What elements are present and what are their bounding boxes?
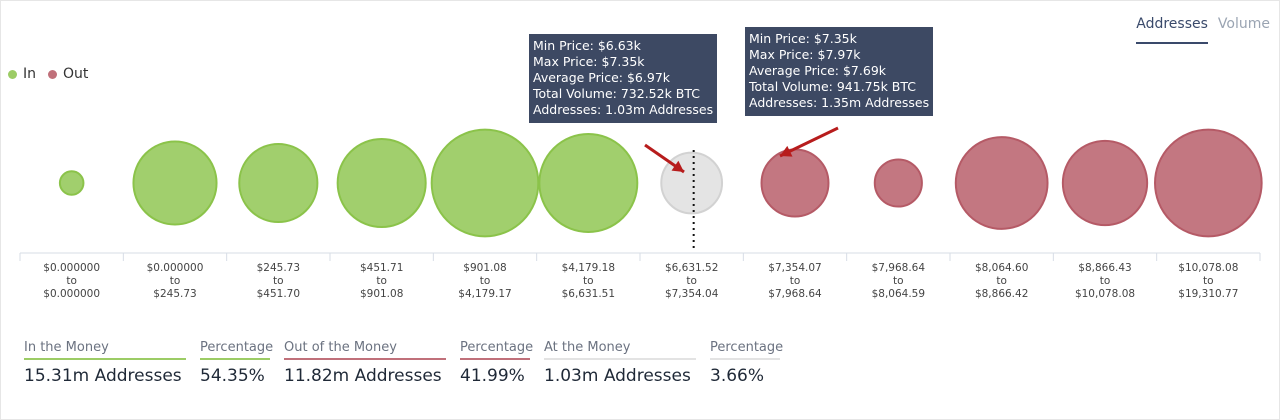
x-tick-label: $10,078.08 bbox=[1075, 288, 1135, 300]
summary-head: Out of the Money bbox=[284, 340, 446, 360]
summary-head: Percentage bbox=[200, 340, 273, 360]
x-tick-label: $901.08 bbox=[463, 262, 506, 274]
summary-head: In the Money bbox=[24, 340, 186, 360]
bubble-out[interactable] bbox=[1061, 139, 1149, 227]
annotation-arrow-head bbox=[780, 145, 793, 157]
x-tick-label: $451.70 bbox=[257, 288, 300, 300]
bubble-in[interactable] bbox=[238, 142, 319, 224]
x-tick-label: $6,631.51 bbox=[562, 288, 615, 300]
tab-addresses[interactable]: Addresses bbox=[1136, 16, 1208, 44]
tooltip-line: Min Price: $7.35k bbox=[749, 31, 857, 46]
x-tick-label: to bbox=[66, 275, 77, 287]
summary-table: In the Money 15.31m Addresses Percentage… bbox=[24, 340, 794, 386]
x-tick-label: to bbox=[480, 275, 491, 287]
x-tick-label: $8,064.60 bbox=[975, 262, 1028, 274]
summary-out-percentage: Percentage 41.99% bbox=[460, 340, 533, 386]
summary-at-percentage: Percentage 3.66% bbox=[710, 340, 783, 386]
tooltip-line: Min Price: $6.63k bbox=[533, 38, 641, 53]
tooltip-line: Max Price: $7.97k bbox=[749, 47, 861, 62]
summary-value: 3.66% bbox=[710, 366, 765, 386]
summary-value: 1.03m Addresses bbox=[544, 366, 691, 386]
bubble-tooltip: Min Price: $7.35k Max Price: $7.97k Averag… bbox=[745, 27, 934, 116]
legend-item-out[interactable]: Out bbox=[48, 66, 88, 82]
summary-value: 11.82m Addresses bbox=[284, 366, 442, 386]
x-tick-label: to bbox=[273, 275, 284, 287]
annotation-arrow-head bbox=[671, 160, 684, 172]
x-tick-label: $901.08 bbox=[360, 288, 403, 300]
x-tick-label: to bbox=[686, 275, 697, 287]
x-tick-label: $0.000000 bbox=[43, 262, 100, 274]
bubble-out[interactable] bbox=[760, 148, 830, 218]
tooltip-line: Total Volume: 941.75k BTC bbox=[749, 79, 916, 94]
x-tick-label: $8,866.42 bbox=[975, 288, 1028, 300]
x-tick-label: $245.73 bbox=[257, 262, 300, 274]
summary-at-money: At the Money 1.03m Addresses bbox=[544, 340, 696, 386]
summary-head: Percentage bbox=[710, 340, 783, 360]
x-tick-label: $4,179.18 bbox=[562, 262, 615, 274]
summary-head: At the Money bbox=[544, 340, 696, 360]
x-tick-label: to bbox=[996, 275, 1007, 287]
metric-tabs: Addresses Volume bbox=[1136, 16, 1270, 44]
summary-value: 41.99% bbox=[460, 366, 525, 386]
legend-in-dot bbox=[8, 69, 17, 79]
bubble-in[interactable] bbox=[336, 137, 427, 229]
chart-legend: In Out bbox=[8, 66, 88, 82]
x-tick-label: $245.73 bbox=[153, 288, 196, 300]
x-tick-label: $6,631.52 bbox=[665, 262, 718, 274]
summary-in-money: In the Money 15.31m Addresses bbox=[24, 340, 186, 386]
x-tick-label: to bbox=[1100, 275, 1111, 287]
x-tick-label: to bbox=[170, 275, 181, 287]
summary-value: 54.35% bbox=[200, 366, 265, 386]
x-tick-label: $8,866.43 bbox=[1078, 262, 1131, 274]
summary-head: Percentage bbox=[460, 340, 533, 360]
tooltip-line: Average Price: $7.69k bbox=[749, 63, 887, 78]
x-tick-label: $451.71 bbox=[360, 262, 403, 274]
x-tick-label: $19,310.77 bbox=[1178, 288, 1238, 300]
bubble-in[interactable] bbox=[132, 140, 218, 226]
bubble-in[interactable] bbox=[58, 170, 85, 196]
x-tick-label: $7,354.04 bbox=[665, 288, 719, 300]
summary-in-percentage: Percentage 54.35% bbox=[200, 340, 273, 386]
bubble-in[interactable] bbox=[430, 128, 540, 238]
x-tick-label: to bbox=[376, 275, 387, 287]
summary-out-money: Out of the Money 11.82m Addresses bbox=[284, 340, 446, 386]
bubble-in[interactable] bbox=[538, 133, 639, 233]
tab-volume[interactable]: Volume bbox=[1217, 16, 1270, 32]
legend-out-label: Out bbox=[63, 66, 89, 82]
tooltip-line: Addresses: 1.35m Addresses bbox=[749, 95, 930, 110]
bubble-tooltip: Min Price: $6.63k Max Price: $7.35k Averag… bbox=[529, 34, 718, 123]
x-tick-label: $7,968.64 bbox=[768, 288, 822, 300]
x-tick-label: to bbox=[893, 275, 904, 287]
x-tick-label: $0.000000 bbox=[43, 288, 100, 300]
tooltip-line: Addresses: 1.03m Addresses bbox=[533, 102, 714, 117]
tooltip-line: Average Price: $6.97k bbox=[533, 70, 671, 85]
legend-item-in[interactable]: In bbox=[8, 66, 36, 82]
x-tick-label: $7,354.07 bbox=[768, 262, 821, 274]
x-tick-label: $8,064.59 bbox=[872, 288, 925, 300]
x-tick-label: $7,968.64 bbox=[872, 262, 926, 274]
legend-out-dot bbox=[48, 69, 58, 79]
bubble-chart: $0.000000to$0.000000$0.000000to$245.73$2… bbox=[19, 126, 1263, 300]
bubble-out[interactable] bbox=[873, 158, 923, 208]
bubble-out[interactable] bbox=[954, 136, 1049, 230]
x-tick-label: to bbox=[790, 275, 801, 287]
bubble-out[interactable] bbox=[1154, 128, 1263, 238]
x-tick-label: $10,078.08 bbox=[1178, 262, 1238, 274]
summary-value: 15.31m Addresses bbox=[24, 366, 182, 386]
tooltip-line: Total Volume: 732.52k BTC bbox=[533, 86, 700, 101]
legend-in-label: In bbox=[23, 66, 37, 82]
x-tick-label: to bbox=[1203, 275, 1214, 287]
x-tick-label: $0.000000 bbox=[147, 262, 204, 274]
x-tick-label: to bbox=[583, 275, 594, 287]
x-tick-label: $4,179.17 bbox=[458, 288, 511, 300]
tooltip-line: Max Price: $7.35k bbox=[533, 54, 645, 69]
